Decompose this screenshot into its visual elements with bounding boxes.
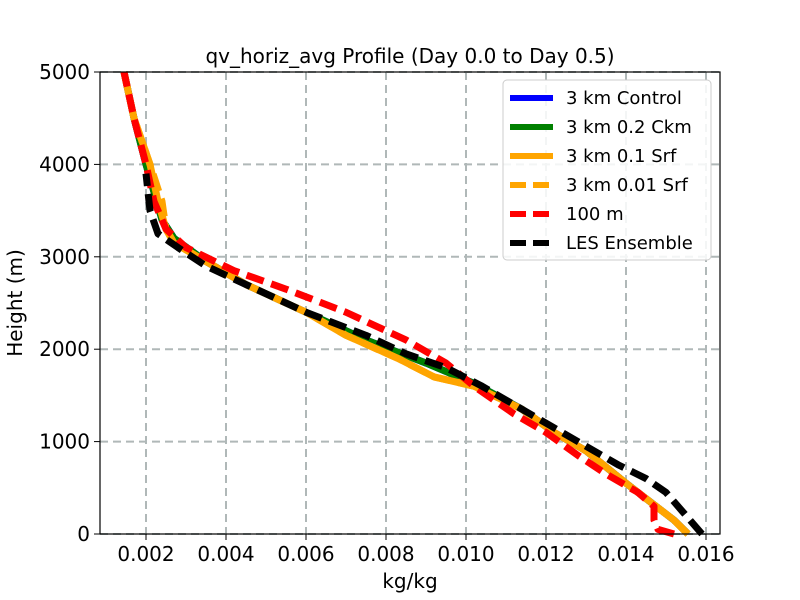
y-axis-label: Height (m) [3,249,27,357]
y-tick-label: 1000 [39,430,90,454]
legend-frame [502,79,712,261]
chart-title: qv_horiz_avg Profile (Day 0.0 to Day 0.5… [205,44,614,68]
x-tick-label: 0.006 [277,542,334,566]
y-tick-label: 4000 [39,152,90,176]
y-tick-label: 2000 [39,337,90,361]
legend-label-2: 3 km 0.2 Ckm [566,117,692,138]
series-line-5 [120,71,675,538]
series-line-4 [120,71,691,537]
series-layer [120,71,705,538]
legend-label-1: 3 km Control [566,88,682,109]
y-tick-label: 3000 [39,245,90,269]
x-axis-label: kg/kg [382,569,437,593]
x-axis: 0.002 0.004 0.006 0.008 0.010 0.012 0.014 0.016 [117,534,735,566]
x-tick-label: 0.002 [117,542,174,566]
legend: 3 km Control 3 km 0.2 Ckm 3 km 0.1 Srf 3 km… [502,79,712,261]
y-axis: 0 1000 2000 3000 4000 5000 [39,60,100,546]
y-tick-label: 5000 [39,60,90,84]
legend-label-5: 100 m [566,204,624,225]
legend-label-6: LES Ensemble [566,233,693,254]
x-tick-label: 0.008 [357,542,414,566]
legend-label-3: 3 km 0.1 Srf [566,146,677,167]
plot-frame [99,71,721,535]
legend-label-4: 3 km 0.01 Srf [566,175,688,196]
y-tick-label: 0 [77,522,90,546]
x-tick-label: 0.004 [197,542,254,566]
x-tick-label: 0.012 [517,542,574,566]
series-line-6 [142,173,705,537]
x-tick-label: 0.014 [597,542,654,566]
x-tick-label: 0.010 [437,542,494,566]
x-tick-label: 0.016 [677,542,734,566]
grid [100,71,720,535]
